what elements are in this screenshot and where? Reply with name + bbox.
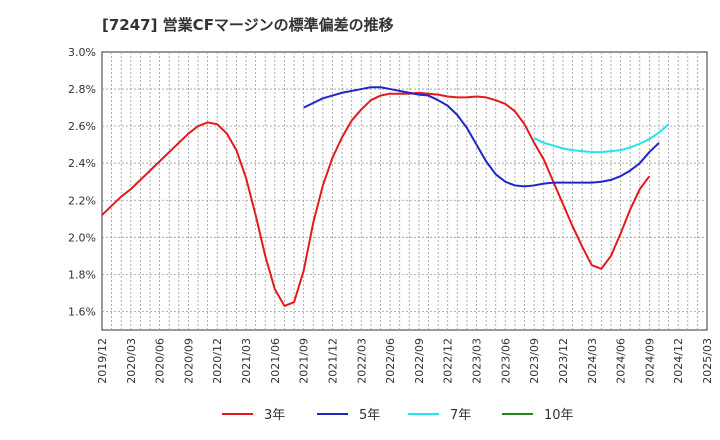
legend-label: 5年 xyxy=(359,408,380,423)
x-tick-label: 2024/03 xyxy=(586,338,599,384)
x-axis-ticks: 2019/12 2020/03 2020/06 2020/09 2020/12 2021/… xyxy=(96,338,714,384)
y-tick-label: 2.2% xyxy=(68,194,96,207)
y-tick-label: 2.0% xyxy=(68,231,96,244)
x-tick-label: 2021/06 xyxy=(269,338,282,384)
x-tick-label: 2025/03 xyxy=(701,338,714,384)
legend-label: 3年 xyxy=(264,408,285,423)
x-tick-label: 2021/12 xyxy=(326,338,339,384)
y-tick-label: 2.8% xyxy=(68,83,96,96)
y-tick-label: 1.6% xyxy=(68,305,96,318)
grid-layer xyxy=(102,52,707,330)
x-tick-label: 2022/03 xyxy=(355,338,368,384)
x-tick-label: 2020/12 xyxy=(211,338,224,384)
series-line xyxy=(533,123,670,154)
x-tick-label: 2020/06 xyxy=(154,338,167,384)
y-axis-ticks: 1.6% 1.8% 2.0% 2.2% 2.4% 2.6% 2.8% 3.0% xyxy=(68,46,96,318)
x-tick-label: 2023/03 xyxy=(471,338,484,384)
y-tick-label: 2.4% xyxy=(68,157,96,170)
x-tick-label: 2021/09 xyxy=(298,338,311,384)
chart-title: [7247] 営業CFマージンの標準偏差の推移 xyxy=(102,16,394,34)
legend: 3年 5年 7年 10年 xyxy=(222,408,574,423)
y-tick-label: 3.0% xyxy=(68,46,96,59)
x-tick-label: 2020/09 xyxy=(182,338,195,384)
series-line xyxy=(101,91,651,307)
x-tick-label: 2020/03 xyxy=(125,338,138,384)
y-tick-label: 2.6% xyxy=(68,120,96,133)
legend-label: 10年 xyxy=(544,408,574,423)
x-tick-label: 2024/09 xyxy=(643,338,656,384)
x-tick-label: 2022/06 xyxy=(384,338,397,384)
plot-area xyxy=(101,51,708,331)
x-tick-label: 2023/09 xyxy=(528,338,541,384)
x-tick-label: 2021/03 xyxy=(240,338,253,384)
x-tick-label: 2022/09 xyxy=(413,338,426,384)
series-line xyxy=(303,86,660,188)
x-tick-label: 2022/12 xyxy=(442,338,455,384)
y-tick-label: 1.8% xyxy=(68,268,96,281)
x-tick-label: 2023/06 xyxy=(499,338,512,384)
legend-label: 7年 xyxy=(450,408,471,423)
x-tick-label: 2024/12 xyxy=(672,338,685,384)
x-tick-label: 2024/06 xyxy=(615,338,628,384)
x-tick-label: 2019/12 xyxy=(96,338,109,384)
x-tick-label: 2023/12 xyxy=(557,338,570,384)
series-layer xyxy=(101,86,670,307)
